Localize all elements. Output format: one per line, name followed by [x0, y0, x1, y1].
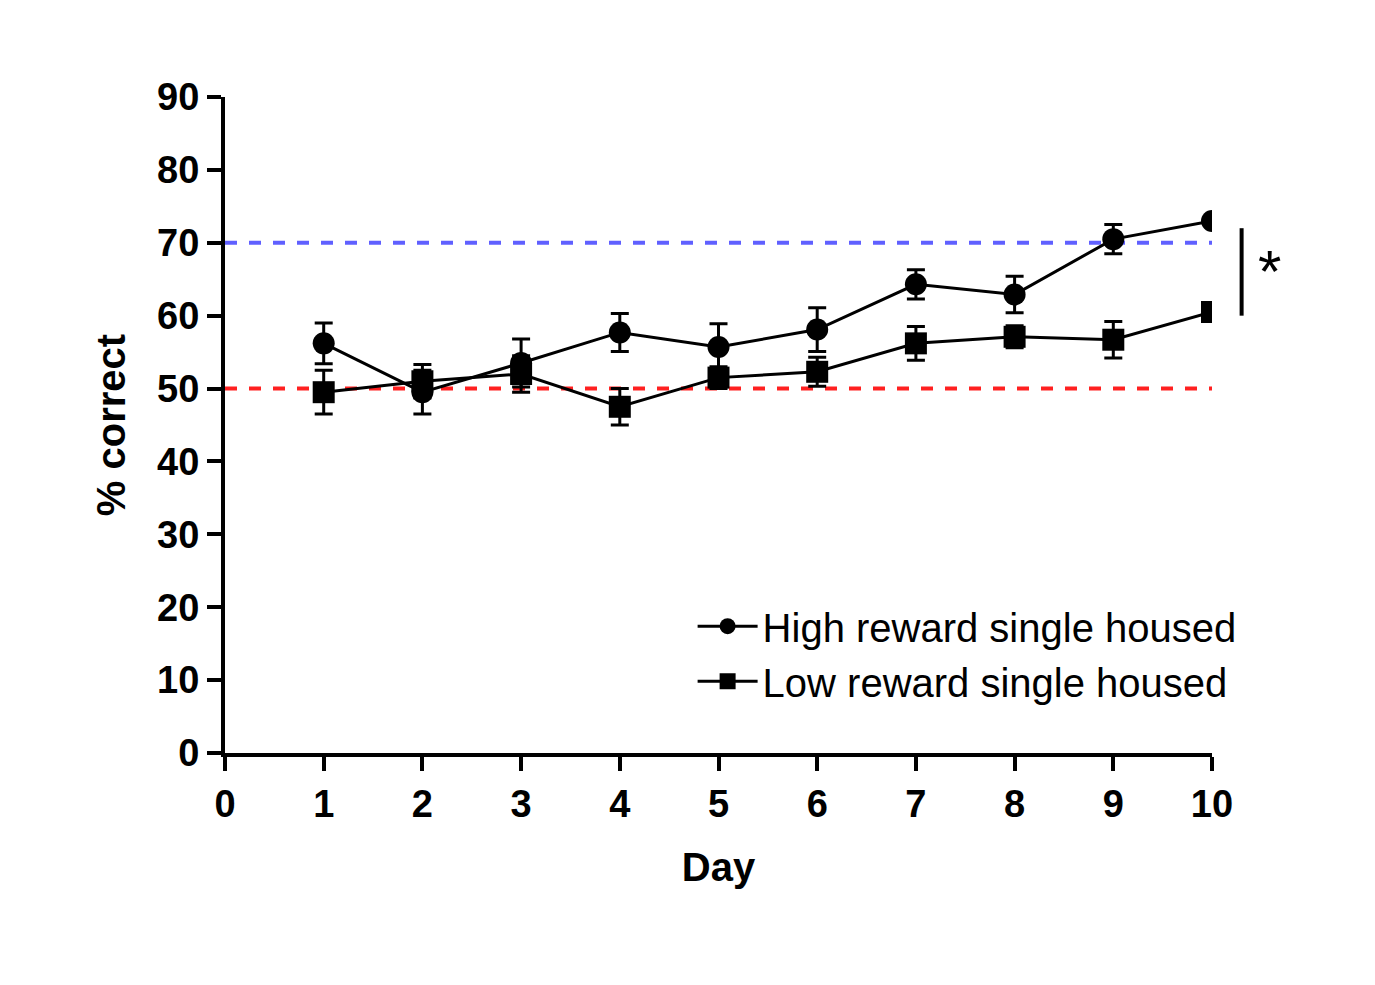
- svg-text:Low reward single housed: Low reward single housed: [763, 661, 1228, 705]
- svg-text:Day: Day: [682, 845, 756, 889]
- svg-text:90: 90: [157, 76, 199, 118]
- svg-text:2: 2: [412, 783, 433, 825]
- svg-text:50: 50: [157, 368, 199, 410]
- svg-text:60: 60: [157, 295, 199, 337]
- svg-text:10: 10: [1191, 783, 1233, 825]
- svg-text:70: 70: [157, 222, 199, 264]
- svg-text:1: 1: [313, 783, 334, 825]
- svg-text:0: 0: [178, 732, 199, 774]
- svg-text:30: 30: [157, 514, 199, 556]
- svg-text:4: 4: [609, 783, 630, 825]
- svg-text:80: 80: [157, 149, 199, 191]
- svg-text:20: 20: [157, 587, 199, 629]
- svg-text:High reward single housed: High reward single housed: [763, 606, 1237, 650]
- svg-text:*: *: [1258, 238, 1281, 305]
- svg-text:0: 0: [214, 783, 235, 825]
- svg-text:% correct: % correct: [89, 334, 133, 516]
- svg-text:6: 6: [807, 783, 828, 825]
- svg-text:5: 5: [708, 783, 729, 825]
- svg-text:10: 10: [157, 659, 199, 701]
- svg-text:9: 9: [1103, 783, 1124, 825]
- svg-text:3: 3: [511, 783, 532, 825]
- svg-text:40: 40: [157, 441, 199, 483]
- svg-text:8: 8: [1004, 783, 1025, 825]
- svg-text:7: 7: [905, 783, 926, 825]
